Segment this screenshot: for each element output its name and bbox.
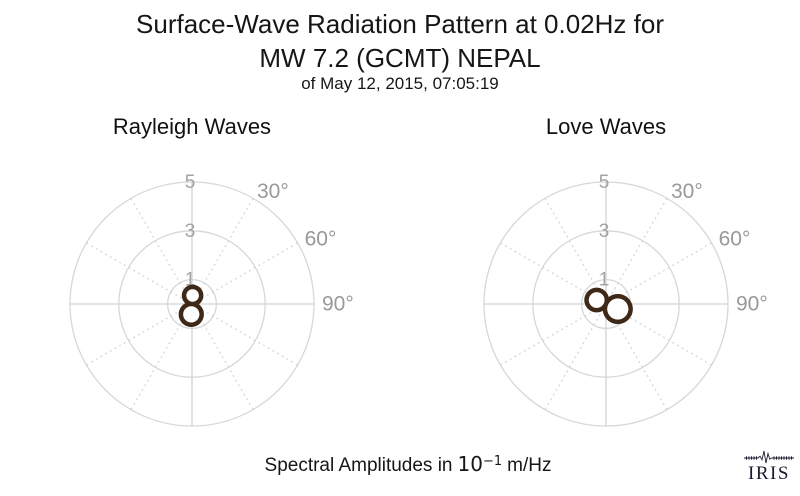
iris-logo: IRIS bbox=[742, 450, 796, 483]
angle-tick-label: 30° bbox=[671, 180, 703, 203]
radial-tick-label: 5 bbox=[599, 172, 610, 193]
caption-magnitude-exponent: −1 bbox=[482, 454, 503, 469]
radiation-pattern bbox=[584, 287, 633, 325]
radial-tick-label: 5 bbox=[185, 172, 196, 193]
angle-tick-label: 60° bbox=[305, 228, 337, 251]
angle-tick-label: 90° bbox=[322, 293, 354, 316]
radial-tick-label: 1 bbox=[185, 270, 196, 291]
angle-tick-label: 90° bbox=[736, 293, 768, 316]
caption-magnitude-base: 10 bbox=[457, 452, 483, 476]
angle-tick-label: 60° bbox=[719, 228, 751, 251]
caption-magnitude: 10−1 bbox=[458, 452, 503, 476]
angle-tick-label: 30° bbox=[257, 180, 289, 203]
rayleigh-polar-chart: 1 3 5 30° 60° 90° bbox=[37, 149, 377, 459]
polar-grid-circle bbox=[532, 230, 680, 378]
caption-prefix: Spectral Amplitudes in bbox=[264, 455, 453, 476]
figure-title-line1: Surface-Wave Radiation Pattern at 0.02Hz… bbox=[136, 9, 664, 39]
rayleigh-plot-title: Rayleigh Waves bbox=[112, 114, 272, 139]
polar-grid-circle bbox=[118, 230, 266, 378]
iris-logo-text: IRIS bbox=[748, 463, 790, 484]
radial-tick-label: 3 bbox=[185, 221, 196, 242]
seismogram-trace-icon bbox=[744, 450, 794, 464]
polar-grid-circle bbox=[483, 181, 729, 427]
polar-grid-circle bbox=[69, 181, 315, 427]
figure-subtitle: of May 12, 2015, 07:05:19 bbox=[301, 74, 499, 93]
caption-suffix: m/Hz bbox=[507, 455, 552, 476]
love-plot-title: Love Waves bbox=[545, 114, 667, 139]
radiation-pattern bbox=[178, 284, 204, 327]
polar-grid-circle bbox=[166, 278, 218, 330]
love-polar-chart: 1 3 5 30° 60° 90° bbox=[451, 149, 791, 459]
figure-title-line2: MW 7.2 (GCMT) NEPAL bbox=[259, 43, 541, 73]
caption: Spectral Amplitudes in 10−1 m/Hz bbox=[16, 452, 800, 477]
radial-tick-label: 3 bbox=[599, 221, 610, 242]
radial-tick-label: 1 bbox=[599, 270, 610, 291]
